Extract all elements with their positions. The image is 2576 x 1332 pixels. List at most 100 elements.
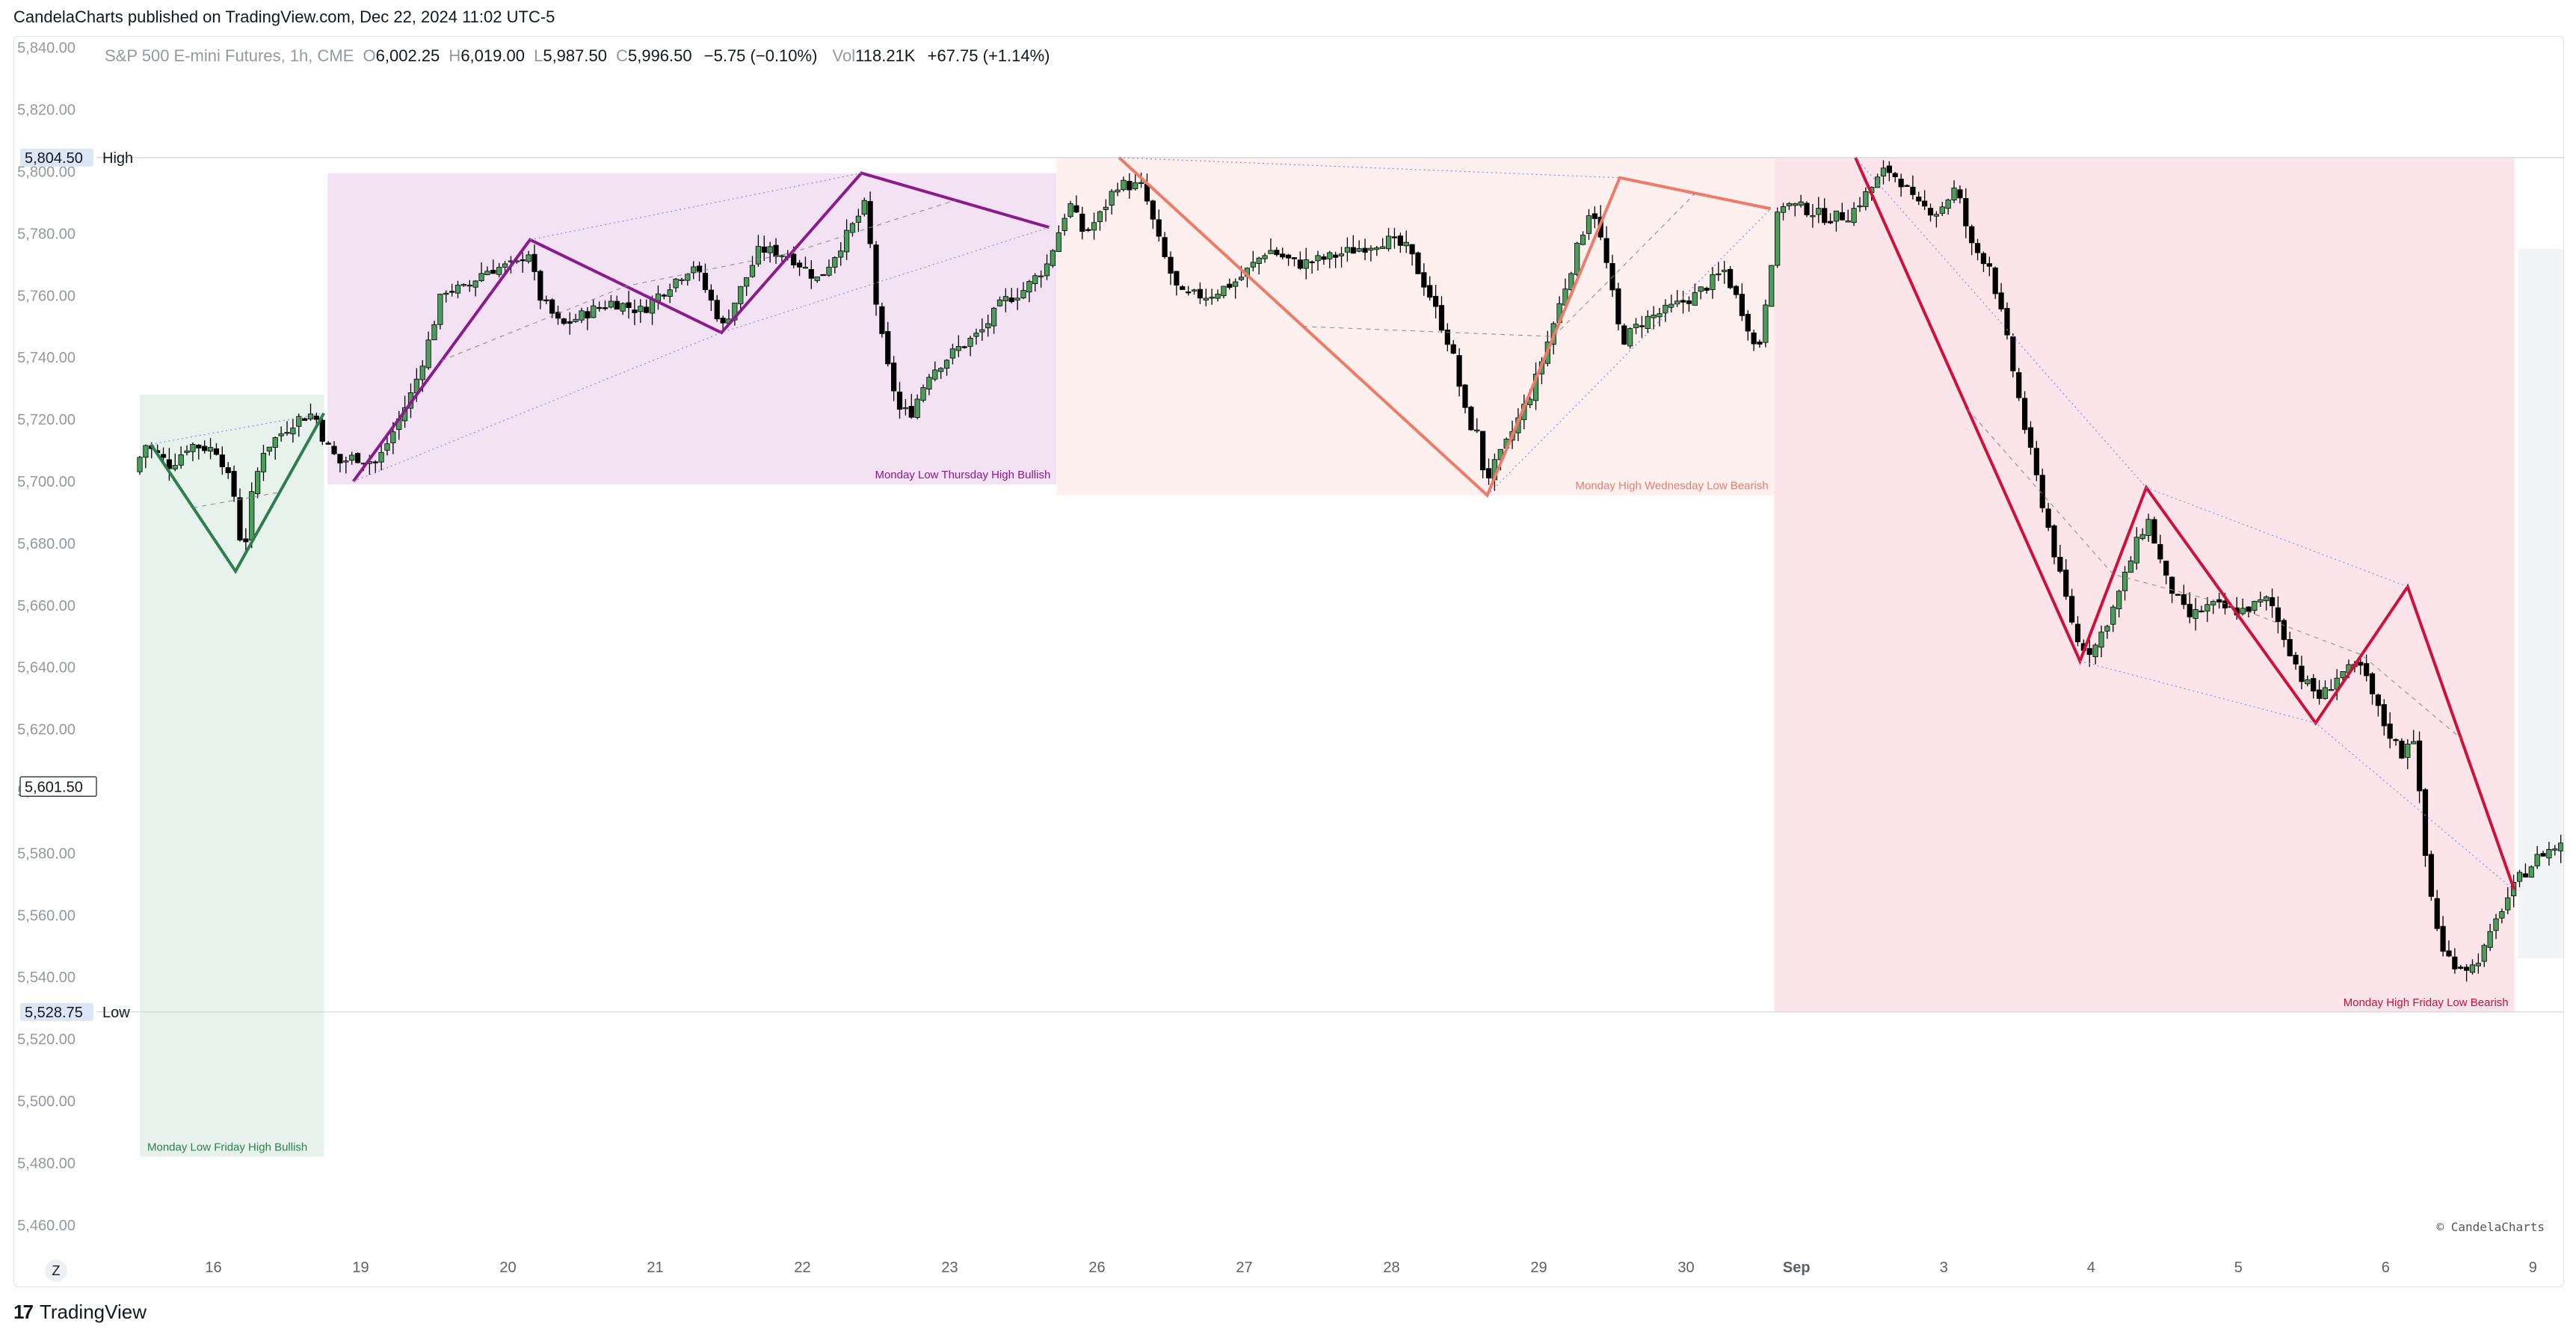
candle-up <box>1816 208 1822 215</box>
candle-down <box>1168 256 1174 274</box>
candle-up <box>443 292 449 295</box>
candle-up <box>478 273 484 281</box>
candlestick-chart[interactable]: 5,460.00 5,480.00 5,500.00 5,520.00 5,540.00… <box>14 37 2563 1286</box>
candle-up <box>2493 918 2499 931</box>
candle-down <box>2358 662 2364 666</box>
candle-down <box>720 318 726 324</box>
candle-up <box>2104 626 2110 632</box>
x-tick-label: 26 <box>1088 1259 1105 1276</box>
candle-down <box>1180 286 1186 290</box>
candle-down <box>614 300 620 310</box>
candle-down <box>2446 950 2452 957</box>
candle-up <box>855 215 861 223</box>
candle-up <box>967 338 973 347</box>
pivot-midline-dashed <box>1303 193 1696 337</box>
footer-brand[interactable]: 17 TradingView <box>13 1301 147 1324</box>
candle-up <box>1097 211 1103 222</box>
candle-down <box>885 331 891 365</box>
y-tick-label: 5,540.00 <box>17 969 76 986</box>
candle-down <box>520 259 526 262</box>
candle-down <box>2045 508 2051 528</box>
candle-down <box>1686 300 1692 304</box>
range-label-0: Monday Low Friday High Bullish <box>147 1141 307 1154</box>
candle-down <box>761 246 767 253</box>
zoom-reset-button[interactable]: Z <box>45 1259 67 1282</box>
candle-up <box>1380 246 1386 249</box>
pivot-midline-dashed <box>441 200 956 361</box>
candle-down <box>908 406 914 418</box>
candle-down <box>896 391 903 410</box>
candle-up <box>1256 257 1262 264</box>
candle-down <box>2311 678 2317 691</box>
candle-down <box>1409 244 1415 255</box>
candle-up <box>1698 286 1704 292</box>
candle-down <box>237 497 243 540</box>
candle-up <box>2264 596 2270 602</box>
candle-up <box>2340 671 2346 679</box>
candle-down <box>531 253 537 272</box>
candle-up <box>1368 247 1374 251</box>
x-tick-label: 22 <box>794 1259 810 1276</box>
candle-down <box>796 262 803 268</box>
candle-up <box>1945 200 1951 209</box>
candle-down <box>2163 561 2169 576</box>
candle-up <box>573 318 579 322</box>
candle-down <box>626 302 632 308</box>
candle-up <box>1474 429 1480 432</box>
candle-down <box>1174 271 1180 286</box>
candle-down <box>2021 398 2028 431</box>
candle-up <box>290 428 296 434</box>
candle-up <box>2204 604 2210 612</box>
candle-down <box>661 295 667 297</box>
pivot-midline-dashed <box>1967 409 2462 739</box>
candle-up <box>2092 644 2098 658</box>
zigzag-line-1 <box>352 171 1050 483</box>
candle-up <box>1385 235 1392 250</box>
candle-down <box>2299 665 2305 682</box>
candle-up <box>1668 303 1674 308</box>
candle-up <box>1327 252 1333 259</box>
candle-up <box>979 329 985 333</box>
candle-down <box>1450 344 1456 354</box>
x-tick-label: 3 <box>1940 1259 1948 1276</box>
candle-down <box>2016 372 2022 398</box>
candle-down <box>325 443 331 445</box>
range-label-1: Monday Low Thursday High Bullish <box>875 469 1050 481</box>
candle-up <box>378 451 384 463</box>
symbol-name[interactable]: S&P 500 E-mini Futures, 1h, CME <box>105 46 354 65</box>
candle-down <box>1079 213 1085 232</box>
candle-down <box>597 306 603 309</box>
y-tick-label: 5,780.00 <box>17 226 76 242</box>
candle-up <box>1002 296 1008 301</box>
candle-down <box>313 416 320 420</box>
candle-down <box>160 454 167 458</box>
range-label-3: Monday High Friday Low Bearish <box>2344 996 2509 1009</box>
candle-down <box>1704 288 1710 291</box>
close-label: C <box>616 46 628 65</box>
x-tick-label: 6 <box>2382 1259 2390 1276</box>
candle-down <box>2369 673 2376 694</box>
level-name-high: High <box>102 150 133 167</box>
candle-down <box>1957 189 1963 199</box>
candle-down <box>873 244 879 305</box>
candle-down <box>2027 427 2034 448</box>
candle-down <box>585 311 591 318</box>
candle-down <box>1603 238 1609 263</box>
candle-down <box>1992 267 1998 295</box>
candle-up <box>1863 191 1869 207</box>
y-tick-label: 5,480.00 <box>17 1156 76 1172</box>
range-box-2 <box>1056 157 1775 496</box>
candle-down <box>1751 332 1757 345</box>
candle-down <box>1286 254 1292 259</box>
volume-value: 118.21K <box>855 46 916 65</box>
y-tick-label: 5,720.00 <box>17 412 76 428</box>
candle-up <box>272 437 278 448</box>
candle-down <box>1804 203 1810 215</box>
symbol-legend: S&P 500 E-mini Futures, 1h, CME O6,002.2… <box>105 46 1050 66</box>
chart-panel[interactable]: 5,460.00 5,480.00 5,500.00 5,520.00 5,540.00… <box>13 36 2564 1287</box>
candle-up <box>1115 189 1121 193</box>
candle-up <box>1344 247 1350 253</box>
y-tick-label: 5,660.00 <box>17 598 76 614</box>
candle-up <box>2121 572 2128 591</box>
candle-down <box>231 470 237 497</box>
